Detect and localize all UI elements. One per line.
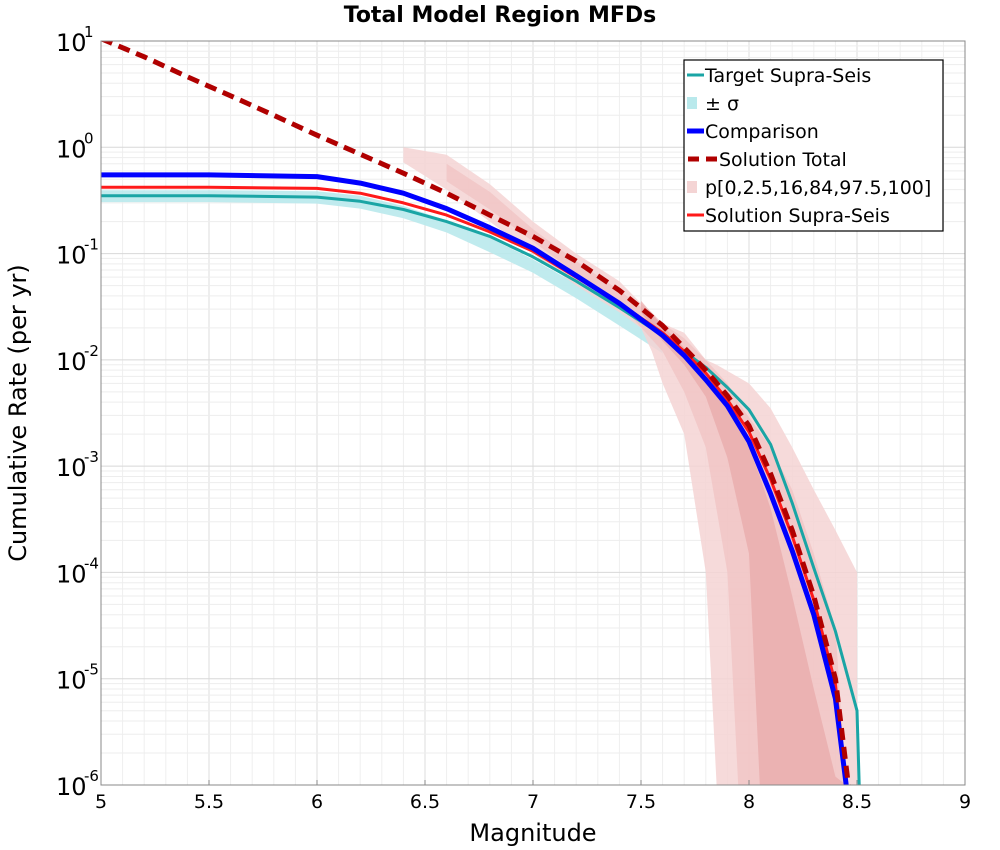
x-tick-label: 6 xyxy=(311,791,323,813)
x-tick-label: 7.5 xyxy=(626,791,656,813)
y-tick-base: 10 xyxy=(56,348,87,376)
y-tick-exponent: -5 xyxy=(84,661,99,679)
series-comparison xyxy=(101,172,849,785)
y-tick-label: 10-3 xyxy=(56,448,99,482)
y-tick-exponent: -3 xyxy=(84,448,99,466)
y-tick-exponent: 1 xyxy=(84,23,94,41)
band-- xyxy=(101,190,663,354)
y-tick-label: 10-6 xyxy=(56,767,99,801)
y-tick-exponent: -2 xyxy=(84,342,99,360)
band-p-2-5-97-5- xyxy=(446,163,847,785)
y-tick-base: 10 xyxy=(56,667,87,695)
y-tick-exponent: 0 xyxy=(84,129,94,147)
x-axis-label: Magnitude xyxy=(469,819,596,847)
y-tick-base: 10 xyxy=(56,773,87,801)
y-tick-base: 10 xyxy=(56,29,87,57)
legend-label-sigma: ± σ xyxy=(705,93,739,115)
series-lines xyxy=(101,41,861,785)
y-tick-exponent: -6 xyxy=(84,767,99,785)
legend-box xyxy=(683,59,944,232)
y-tick-label: 10-2 xyxy=(56,342,99,376)
y-tick-base: 10 xyxy=(56,560,87,588)
legend: Target Supra-Seis ± σ Comparison Solution T… xyxy=(683,59,944,232)
band-p-16-84- xyxy=(641,300,847,785)
series-solution-total xyxy=(101,41,851,785)
x-tick-label: 8 xyxy=(743,791,755,813)
legend-label-solution-total: Solution Total xyxy=(719,149,847,171)
x-tick-label: 8.5 xyxy=(842,791,872,813)
y-axis-label: Cumulative Rate (per yr) xyxy=(4,264,32,562)
legend-label-target-supra-seis: Target Supra-Seis xyxy=(704,65,871,87)
x-ticks: 5 5.5 6 6.5 7 7.5 8 8.5 9 xyxy=(95,780,971,813)
y-tick-label: 10-4 xyxy=(56,554,99,588)
y-tick-base: 10 xyxy=(56,454,87,482)
y-tick-base: 10 xyxy=(56,242,87,270)
x-tick-label: 5.5 xyxy=(194,791,224,813)
legend-label-solution-supra-seis: Solution Supra-Seis xyxy=(705,205,890,227)
y-tick-label: 100 xyxy=(56,129,94,163)
chart-title: Total Model Region MFDs xyxy=(344,3,657,28)
legend-swatch-sigma xyxy=(687,97,697,109)
legend-swatch-p-0-2-5-16-84-97-5-100 xyxy=(687,181,697,193)
y-tick-label: 10-5 xyxy=(56,661,99,695)
x-tick-label: 7 xyxy=(527,791,539,813)
y-tick-exponent: -1 xyxy=(84,236,99,254)
x-tick-label: 6.5 xyxy=(410,791,440,813)
legend-label-comparison: Comparison xyxy=(705,121,819,143)
x-tick-label: 9 xyxy=(959,791,971,813)
y-tick-label: 10-1 xyxy=(56,236,99,270)
x-tick-label: 5 xyxy=(95,791,107,813)
y-tick-base: 10 xyxy=(56,135,87,163)
percentile-bands xyxy=(101,147,857,785)
legend-label-p-0-2-5-16-84-97-5-100: p[0,2.5,16,84,97.5,100] xyxy=(705,177,931,199)
y-tick-exponent: -4 xyxy=(84,554,99,572)
y-tick-label: 101 xyxy=(56,23,94,57)
